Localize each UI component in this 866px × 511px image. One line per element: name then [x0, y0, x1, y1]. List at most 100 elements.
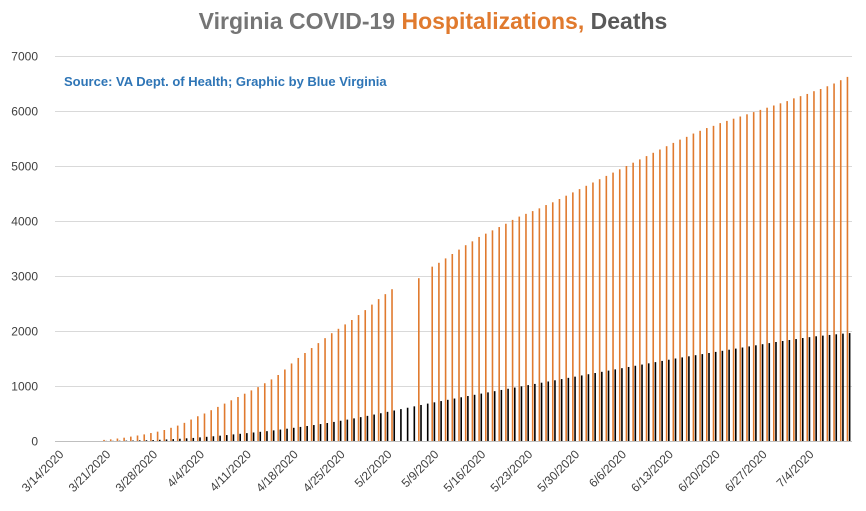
deaths-bar: [145, 440, 148, 441]
hospitalizations-bar: [732, 118, 735, 441]
hospitalizations-bar: [685, 136, 688, 441]
deaths-bar: [299, 426, 302, 441]
deaths-bar: [246, 433, 248, 441]
deaths-bar: [400, 409, 402, 441]
x-tick-label: 3/14/2020: [19, 447, 67, 495]
deaths-bar: [333, 421, 335, 441]
deaths-bar: [701, 354, 704, 441]
x-tick-label: 4/4/2020: [164, 447, 207, 490]
deaths-bar: [621, 368, 623, 441]
hospitalizations-bar: [605, 175, 608, 441]
deaths-bar: [520, 386, 523, 441]
deaths-bar: [567, 377, 570, 441]
deaths-bar: [179, 438, 181, 441]
deaths-bar: [480, 393, 483, 441]
hospitalizations-bar: [344, 324, 346, 441]
hospitalizations-bar: [263, 383, 266, 441]
deaths-bar: [460, 397, 462, 441]
x-tick-label: 5/23/2020: [488, 447, 536, 495]
deaths-bar: [473, 394, 476, 441]
x-tick-label: 4/25/2020: [300, 447, 348, 495]
hospitalizations-bar: [712, 125, 715, 441]
hospitalizations-bar: [170, 427, 172, 441]
y-tick-label: 2000: [11, 325, 38, 339]
hospitalizations-bar: [525, 213, 527, 441]
deaths-bar: [292, 427, 295, 441]
deaths-bar: [199, 437, 201, 441]
hospitalizations-bar: [109, 439, 112, 441]
deaths-bar: [607, 370, 610, 441]
hospitalizations-bar: [799, 96, 802, 442]
hospitalizations-bar: [639, 159, 641, 441]
x-tick-label: 5/2/2020: [352, 447, 395, 490]
hospitalizations-bar: [478, 236, 480, 441]
y-tick-label: 1000: [11, 380, 38, 394]
hospitalizations-bar: [759, 109, 762, 442]
deaths-bar: [574, 376, 576, 441]
deaths-bar: [781, 341, 784, 441]
hospitalizations-bar: [371, 304, 373, 441]
chart-title-part-deaths: Deaths: [584, 8, 668, 34]
hospitalizations-bar: [551, 202, 554, 441]
deaths-bar: [326, 423, 329, 441]
deaths-bar: [601, 371, 603, 441]
hospitalizations-bar: [558, 199, 561, 441]
hospitalizations-bar: [257, 387, 259, 441]
deaths-bar: [714, 351, 717, 441]
hospitalizations-bar: [511, 219, 514, 441]
deaths-bar: [353, 418, 355, 441]
deaths-bar: [654, 362, 657, 441]
deaths-bar: [239, 433, 241, 441]
x-tick-label: 5/30/2020: [535, 447, 583, 495]
deaths-bar: [440, 401, 442, 441]
deaths-bar: [172, 439, 175, 441]
deaths-bar: [748, 346, 750, 441]
deaths-bar: [661, 360, 663, 441]
hospitalizations-bar: [391, 289, 393, 441]
hospitalizations-bar: [351, 320, 353, 441]
hospitalizations-bar: [143, 434, 146, 441]
deaths-bar: [286, 428, 288, 441]
hospitalizations-bar: [304, 353, 306, 441]
deaths-bar: [513, 387, 516, 441]
hospitalizations-bar: [103, 439, 105, 441]
hospitalizations-bar: [123, 437, 125, 441]
hospitalizations-bar: [243, 393, 246, 441]
chart-title-part-virginia: Virginia COVID-19: [198, 8, 402, 34]
hospitalizations-bar: [237, 397, 239, 441]
x-tick-label: 6/6/2020: [586, 447, 629, 490]
deaths-bar: [259, 431, 262, 441]
hospitalizations-bar: [498, 227, 500, 441]
hospitalizations-bar: [384, 294, 387, 441]
chart-title: Virginia COVID-19 Hospitalizations, Deat…: [0, 8, 866, 35]
hospitalizations-bar: [779, 103, 782, 442]
deaths-bar: [426, 403, 429, 441]
hospitalizations-bar: [230, 400, 233, 441]
deaths-bar: [668, 359, 670, 441]
hospitalizations-bar: [585, 185, 588, 441]
deaths-bar: [775, 342, 777, 441]
hospitalizations-bar: [156, 431, 159, 441]
deaths-bar: [406, 407, 409, 441]
source-note: Source: VA Dept. of Health; Graphic by B…: [64, 74, 387, 89]
hospitalizations-bar: [726, 120, 728, 442]
hospitalizations-bar: [679, 139, 681, 441]
hospitalizations-bar: [752, 112, 755, 441]
hospitalizations-bar: [176, 425, 179, 441]
hospitalizations-bar: [786, 101, 788, 441]
deaths-bar: [647, 363, 650, 441]
deaths-bar: [761, 344, 764, 441]
hospitalizations-bar: [471, 241, 474, 441]
deaths-bar: [755, 345, 757, 441]
deaths-bar: [306, 425, 308, 441]
deaths-bar: [272, 430, 275, 441]
x-tick-label: 3/28/2020: [113, 447, 161, 495]
hospitalizations-bar: [136, 435, 139, 441]
deaths-bar: [627, 366, 630, 441]
hospitalizations-bar: [444, 258, 447, 441]
hospitalizations-bar: [491, 230, 494, 441]
deaths-bar: [339, 420, 342, 441]
x-tick-label: 5/16/2020: [441, 447, 489, 495]
hospitalizations-bar: [337, 328, 340, 441]
